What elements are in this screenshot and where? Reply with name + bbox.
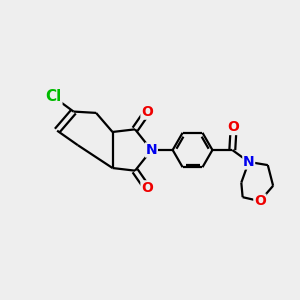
Text: O: O	[254, 194, 266, 208]
Text: O: O	[228, 121, 240, 134]
Text: O: O	[141, 105, 153, 119]
Text: N: N	[146, 143, 157, 157]
Text: O: O	[141, 181, 153, 195]
Text: N: N	[243, 155, 254, 169]
Text: Cl: Cl	[46, 89, 62, 104]
